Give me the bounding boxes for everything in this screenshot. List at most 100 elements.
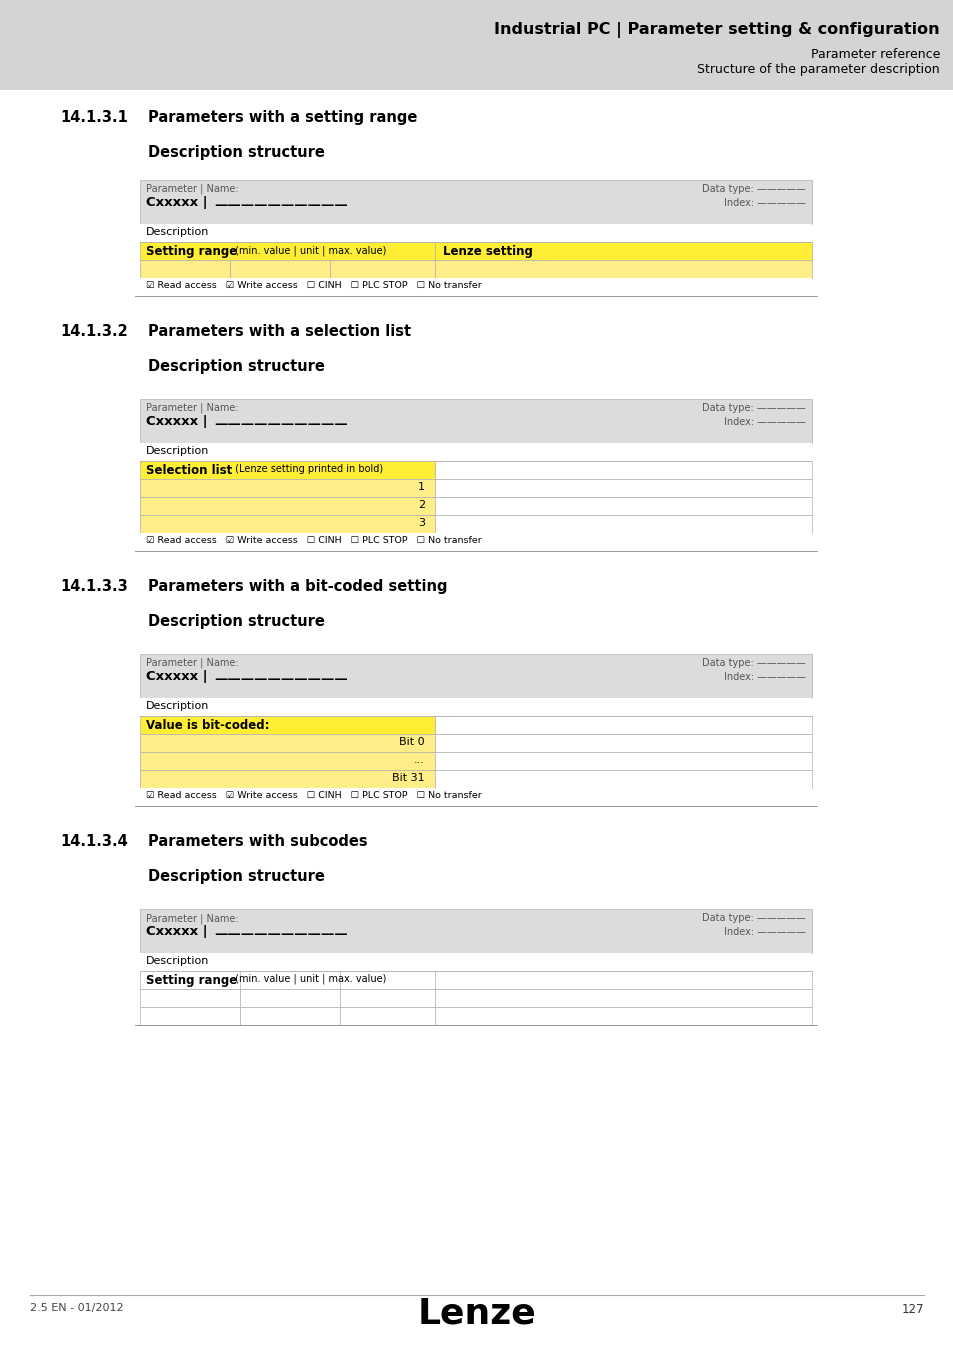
Text: Selection list: Selection list [146,464,232,477]
Text: Description: Description [146,701,209,711]
Text: ——————————: —————————— [213,418,348,431]
Text: Data type: —————: Data type: ————— [701,184,805,194]
Text: Lenze: Lenze [417,1297,536,1331]
Text: Cxxxxx |: Cxxxxx | [146,925,208,938]
Bar [435,990,811,1007]
Bar [330,261,435,278]
Bar [339,990,435,1007]
Text: Description: Description [146,956,209,967]
Text: 14.1.3.1: 14.1.3.1 [60,109,128,126]
Bar [435,514,811,533]
Bar [240,1007,339,1025]
Bar [140,460,435,479]
Text: Industrial PC | Parameter setting & configuration: Industrial PC | Parameter setting & conf… [494,22,939,38]
Bar [140,278,811,296]
Bar [435,769,811,788]
Text: ——————————: —————————— [213,927,348,941]
Bar [140,514,435,533]
Text: Data type: —————: Data type: ————— [701,913,805,923]
Text: Description structure: Description structure [148,614,325,629]
Bar [140,716,435,734]
Bar [0,0,953,90]
Text: Description: Description [146,446,209,456]
Text: Cxxxxx |: Cxxxxx | [146,196,208,209]
Text: Description structure: Description structure [148,144,325,161]
Bar [140,1007,240,1025]
Text: (min. value | unit | max. value): (min. value | unit | max. value) [232,244,386,255]
Text: Index: —————: Index: ————— [723,198,805,208]
Text: 14.1.3.3: 14.1.3.3 [60,579,128,594]
Bar [435,734,811,752]
Bar [140,653,811,698]
Text: ——————————: —————————— [213,674,348,686]
Bar [140,769,435,788]
Text: Cxxxxx |: Cxxxxx | [146,670,208,683]
Bar [435,479,811,497]
Text: 1: 1 [417,482,424,491]
Bar [435,460,811,479]
Text: ——————————: —————————— [213,198,348,212]
Bar [140,400,811,443]
Text: Parameters with a bit-coded setting: Parameters with a bit-coded setting [148,579,447,594]
Text: 2.5 EN - 01/2012: 2.5 EN - 01/2012 [30,1303,124,1314]
Text: Cxxxxx |: Cxxxxx | [146,414,208,428]
Text: Index: —————: Index: ————— [723,927,805,937]
Text: Data type: —————: Data type: ————— [701,657,805,668]
Text: Description structure: Description structure [148,869,325,884]
Text: 127: 127 [901,1303,923,1316]
Bar [339,1007,435,1025]
Text: 2: 2 [417,500,424,510]
Text: Bit 31: Bit 31 [392,774,424,783]
Bar [240,990,339,1007]
Bar [435,716,811,734]
Text: Bit 0: Bit 0 [399,737,424,747]
Bar [140,533,811,551]
Bar [140,752,435,769]
Text: ☑ Read access   ☑ Write access   ☐ CINH   ☐ PLC STOP   ☐ No transfer: ☑ Read access ☑ Write access ☐ CINH ☐ PL… [146,281,481,290]
Text: Description structure: Description structure [148,359,325,374]
Text: (Lenze setting printed in bold): (Lenze setting printed in bold) [232,464,383,474]
Bar [140,909,811,953]
Text: Parameter | Name:: Parameter | Name: [146,657,238,668]
Bar [140,497,435,514]
Text: 14.1.3.2: 14.1.3.2 [60,324,128,339]
Text: Value is bit-coded:: Value is bit-coded: [146,720,269,732]
Bar [140,180,811,224]
Text: Parameter reference: Parameter reference [810,49,939,61]
Bar [230,261,330,278]
Bar [140,261,230,278]
Text: Data type: —————: Data type: ————— [701,404,805,413]
Text: Parameter | Name:: Parameter | Name: [146,404,238,413]
Bar [140,734,435,752]
Text: Structure of the parameter description: Structure of the parameter description [697,63,939,76]
Text: Parameters with a setting range: Parameters with a setting range [148,109,417,126]
Text: (min. value | unit | max. value): (min. value | unit | max. value) [232,973,386,984]
Text: ☑ Read access   ☑ Write access   ☐ CINH   ☐ PLC STOP   ☐ No transfer: ☑ Read access ☑ Write access ☐ CINH ☐ PL… [146,536,481,545]
Text: Parameters with subcodes: Parameters with subcodes [148,834,367,849]
Text: Description: Description [146,227,209,238]
Bar [435,497,811,514]
Text: Index: —————: Index: ————— [723,417,805,427]
Text: Parameter | Name:: Parameter | Name: [146,913,238,923]
Bar [435,752,811,769]
Bar [140,242,811,261]
Text: 3: 3 [417,518,424,528]
Bar [140,443,811,460]
Text: 14.1.3.4: 14.1.3.4 [60,834,128,849]
Bar [140,990,240,1007]
Bar [140,698,811,716]
Text: Setting range: Setting range [146,973,237,987]
Bar [140,971,811,990]
Bar [140,479,435,497]
Bar [435,261,811,278]
Bar [140,953,811,971]
Text: Parameter | Name:: Parameter | Name: [146,184,238,194]
Text: Setting range: Setting range [146,244,237,258]
Bar [140,224,811,242]
Bar [435,1007,811,1025]
Bar [140,788,811,806]
Text: Index: —————: Index: ————— [723,672,805,682]
Text: ...: ... [414,755,424,765]
Text: Parameters with a selection list: Parameters with a selection list [148,324,411,339]
Text: ☑ Read access   ☑ Write access   ☐ CINH   ☐ PLC STOP   ☐ No transfer: ☑ Read access ☑ Write access ☐ CINH ☐ PL… [146,791,481,801]
